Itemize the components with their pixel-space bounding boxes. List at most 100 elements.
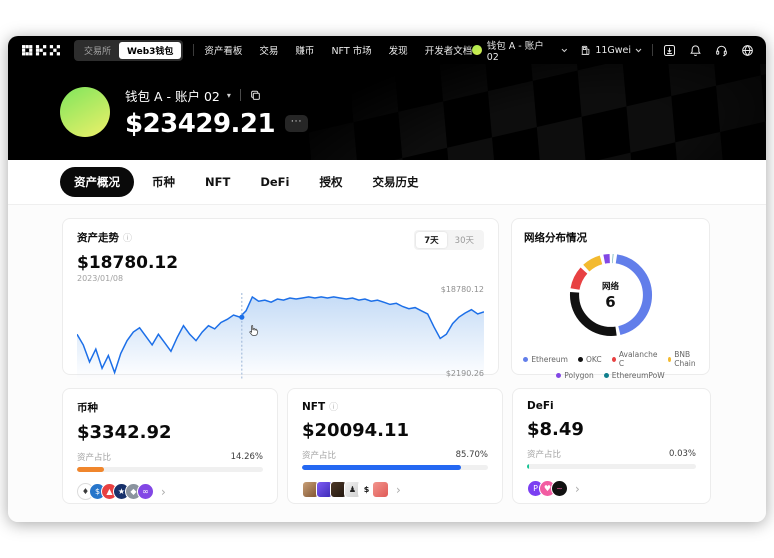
nft-ratio-label: 资产占比 [302,449,336,461]
nft-ratio-value: 85.70% [456,450,488,460]
donut-center-value: 6 [605,293,615,311]
support-headset-icon[interactable] [715,44,728,57]
defi-expand-chevron[interactable]: › [575,483,580,495]
coins-progress-fill [77,467,104,472]
legend-item-ethereum: Ethereum [523,350,568,368]
network-donut-chart: 网络 6 [563,247,659,343]
chevron-down-icon [635,48,642,53]
asset-trend-card: 资产走势 ⓘ 7天 30天 $18780.12 2023/01/08 [62,218,499,375]
section-tabs: 资产概况 币种 NFT DeFi 授权 交易历史 [8,160,766,205]
coins-progress-track [77,467,263,472]
coins-token-icons: ♦ $ ▲ ★ ◆ ∞ › [77,483,263,500]
top-nav: 交易所 Web3钱包 资产看板 交易 赚币 NFT 市场 发现 开发者文档 钱包… [8,36,766,64]
nft-expand-chevron[interactable]: › [396,484,401,496]
legend-item-avalanche: Avalanche C [612,350,659,368]
range-30d-button[interactable]: 30天 [447,232,482,248]
trend-chart[interactable]: $18780.12 $2190.26 [77,285,484,380]
gas-price-selector[interactable]: 11Gwei [581,45,642,56]
defi-summary-card: DeFi $8.49 资产占比 0.03% P ♥ ~ › [512,388,711,504]
nav-item-assets-board[interactable]: 资产看板 [204,43,242,57]
toggle-exchange[interactable]: 交易所 [76,42,119,59]
language-globe-icon[interactable] [741,44,754,57]
defi-ratio-label: 资产占比 [527,448,561,460]
chevron-down-icon [561,48,568,53]
tab-defi[interactable]: DeFi [248,168,301,196]
nav-menu: 资产看板 交易 赚币 NFT 市场 发现 开发者文档 [204,43,472,57]
defi-card-title: DeFi [527,400,554,412]
cursor-dot [239,315,244,320]
hero-divider [240,89,241,101]
donut-center-label: 网络 [602,280,619,292]
tab-authorizations[interactable]: 授权 [307,167,354,197]
checker-pattern [305,64,766,160]
info-icon[interactable]: ⓘ [123,231,132,244]
coins-value: $3342.92 [77,422,263,443]
range-7d-button[interactable]: 7天 [416,232,446,248]
defi-value: $8.49 [527,419,696,440]
download-app-icon[interactable] [663,44,676,57]
trend-area [77,297,484,380]
defi-progress-track [527,464,696,469]
okx-logo[interactable] [22,44,60,57]
page: 交易所 Web3钱包 资产看板 交易 赚币 NFT 市场 发现 开发者文档 钱包… [0,0,774,558]
nav-item-developer-docs[interactable]: 开发者文档 [425,43,473,57]
defi-progress-fill [527,464,529,469]
copy-address-icon[interactable] [250,90,261,101]
nft-progress-track [302,465,488,470]
nav-item-nft-market[interactable]: NFT 市场 [331,43,371,57]
trend-chart-svg [77,285,484,380]
exchange-wallet-toggle: 交易所 Web3钱包 [74,40,183,61]
nav-divider [652,44,653,56]
wallet-avatar [60,87,110,137]
wallet-dropdown-icon[interactable]: ▾ [227,91,231,100]
legend-item-ethereumpow: EthereumPoW [604,371,665,380]
account-avatar [472,45,482,55]
info-icon[interactable]: ⓘ [329,400,338,413]
coins-summary-card: 币种 $3342.92 资产占比 14.26% ♦ $ ▲ ★ ◆ ∞ › [62,388,278,504]
gas-price-value: 11Gwei [595,45,631,56]
network-legend: Ethereum OKC Avalanche C BNB Chain Polyg… [524,347,697,380]
coins-expand-chevron[interactable]: › [161,486,166,498]
tab-coins[interactable]: 币种 [140,167,187,197]
legend-item-bnb-chain: BNB Chain [668,350,697,368]
nft-summary-card: NFT ⓘ $20094.11 资产占比 85.70% ♟ $ [287,388,503,504]
toggle-web3-wallet[interactable]: Web3钱包 [119,42,181,59]
wallet-name: 钱包 A - 账户 02 [125,86,220,105]
nft-value: $20094.11 [302,420,488,441]
network-distribution-card: 网络分布情况 网络 6 Ethereum [511,218,710,375]
more-actions-button[interactable]: ··· [285,115,308,132]
fuel-pump-icon [581,45,591,56]
y-max-label: $18780.12 [441,285,484,294]
app-window: 交易所 Web3钱包 资产看板 交易 赚币 NFT 市场 发现 开发者文档 钱包… [8,36,766,522]
tab-nft[interactable]: NFT [193,168,242,196]
polygon-token-icon: ∞ [137,483,154,500]
nav-divider [193,44,194,56]
hover-date: 2023/01/08 [77,274,484,283]
main-content: 资产走势 ⓘ 7天 30天 $18780.12 2023/01/08 [8,205,766,522]
range-switcher: 7天 30天 [414,230,484,250]
tab-asset-overview[interactable]: 资产概况 [60,167,134,197]
account-selector[interactable]: 钱包 A - 账户 02 [472,38,567,63]
wallet-hero: 钱包 A - 账户 02 ▾ $23429.21 ··· [8,64,766,160]
coins-ratio-value: 14.26% [231,452,263,462]
coins-card-title: 币种 [77,400,98,415]
nft-thumbnails: ♟ $ › [302,481,488,498]
notifications-bell-icon[interactable] [689,44,702,57]
nft-progress-fill [302,465,461,470]
hover-value: $18780.12 [77,253,484,273]
nav-icons [663,44,754,57]
total-balance: $23429.21 [125,109,275,139]
trend-card-title: 资产走势 [77,230,119,245]
nav-item-earn[interactable]: 赚币 [295,43,314,57]
coins-ratio-label: 资产占比 [77,451,111,463]
nav-item-trade[interactable]: 交易 [259,43,278,57]
defi-ratio-value: 0.03% [669,449,696,459]
nav-item-discover[interactable]: 发现 [389,43,408,57]
nft-thumbnail [372,481,389,498]
y-min-label: $2190.26 [446,369,484,378]
nft-card-title: NFT [302,401,325,413]
network-card-title: 网络分布情况 [524,230,587,245]
tab-history[interactable]: 交易历史 [360,167,430,197]
defi-protocol-icon: ~ [551,480,568,497]
legend-item-polygon: Polygon [556,371,593,380]
